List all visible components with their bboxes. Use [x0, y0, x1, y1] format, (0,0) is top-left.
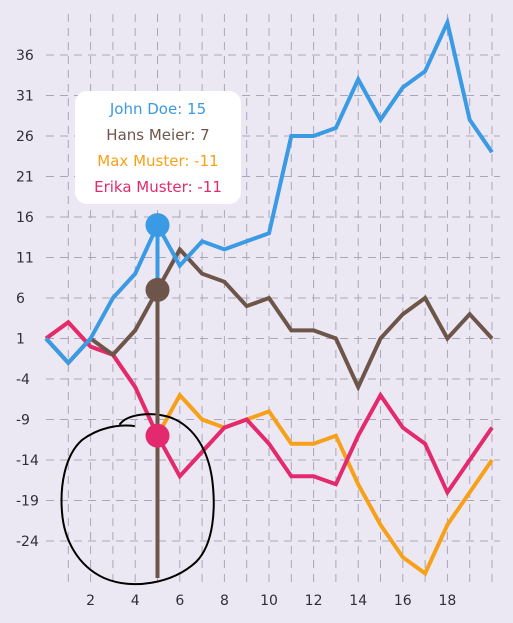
hand-drawn-annotation	[60, 413, 215, 586]
y-tick-label: 36	[16, 48, 34, 64]
y-tick-label: 21	[16, 170, 34, 186]
tooltip-entry-john-doe: John Doe: 15	[109, 100, 206, 118]
annotation-circle	[60, 413, 215, 586]
y-tick-label: -4	[16, 372, 30, 388]
y-tick-label: -19	[16, 494, 39, 510]
x-tick-label: 12	[305, 593, 323, 609]
x-axis-ticks: 2 4 6 8 10 12 14 16 18	[86, 593, 456, 609]
y-tick-label: 26	[16, 129, 34, 145]
x-tick-label: 2	[86, 593, 95, 609]
hover-marker-hans-meier	[145, 277, 170, 302]
series-lines	[44, 16, 494, 577]
y-tick-label: -24	[16, 534, 39, 550]
y-tick-label: -14	[16, 453, 39, 469]
x-tick-label: 8	[220, 593, 229, 609]
tooltip-entry-hans-meier: Hans Meier: 7	[106, 126, 209, 144]
x-tick-label: 14	[349, 593, 367, 609]
x-tick-label: 18	[438, 593, 456, 609]
tooltip: John Doe: 15 Hans Meier: 7 Max Muster: -…	[75, 91, 241, 204]
hover-markers	[145, 213, 170, 448]
y-tick-label: 11	[16, 251, 34, 267]
y-tick-label: -9	[16, 413, 30, 429]
hover-marker-john-doe	[145, 213, 170, 238]
tooltip-box	[75, 91, 241, 204]
series-line-john-doe	[44, 16, 494, 366]
x-tick-label: 10	[260, 593, 278, 609]
x-tick-label: 4	[131, 593, 140, 609]
x-tick-label: 6	[175, 593, 184, 609]
tooltip-entry-erika-muster: Erika Muster: -11	[94, 178, 222, 196]
y-tick-label: 1	[16, 332, 25, 348]
series-line-hans-meier	[44, 245, 494, 392]
y-tick-label: 6	[16, 291, 25, 307]
y-tick-label: 31	[16, 89, 34, 105]
hover-marker-erika-muster	[145, 423, 170, 448]
x-tick-label: 16	[394, 593, 412, 609]
series-line-erika-muster	[44, 319, 494, 497]
tooltip-entry-max-muster: Max Muster: -11	[97, 152, 218, 170]
y-tick-label: 16	[16, 210, 34, 226]
